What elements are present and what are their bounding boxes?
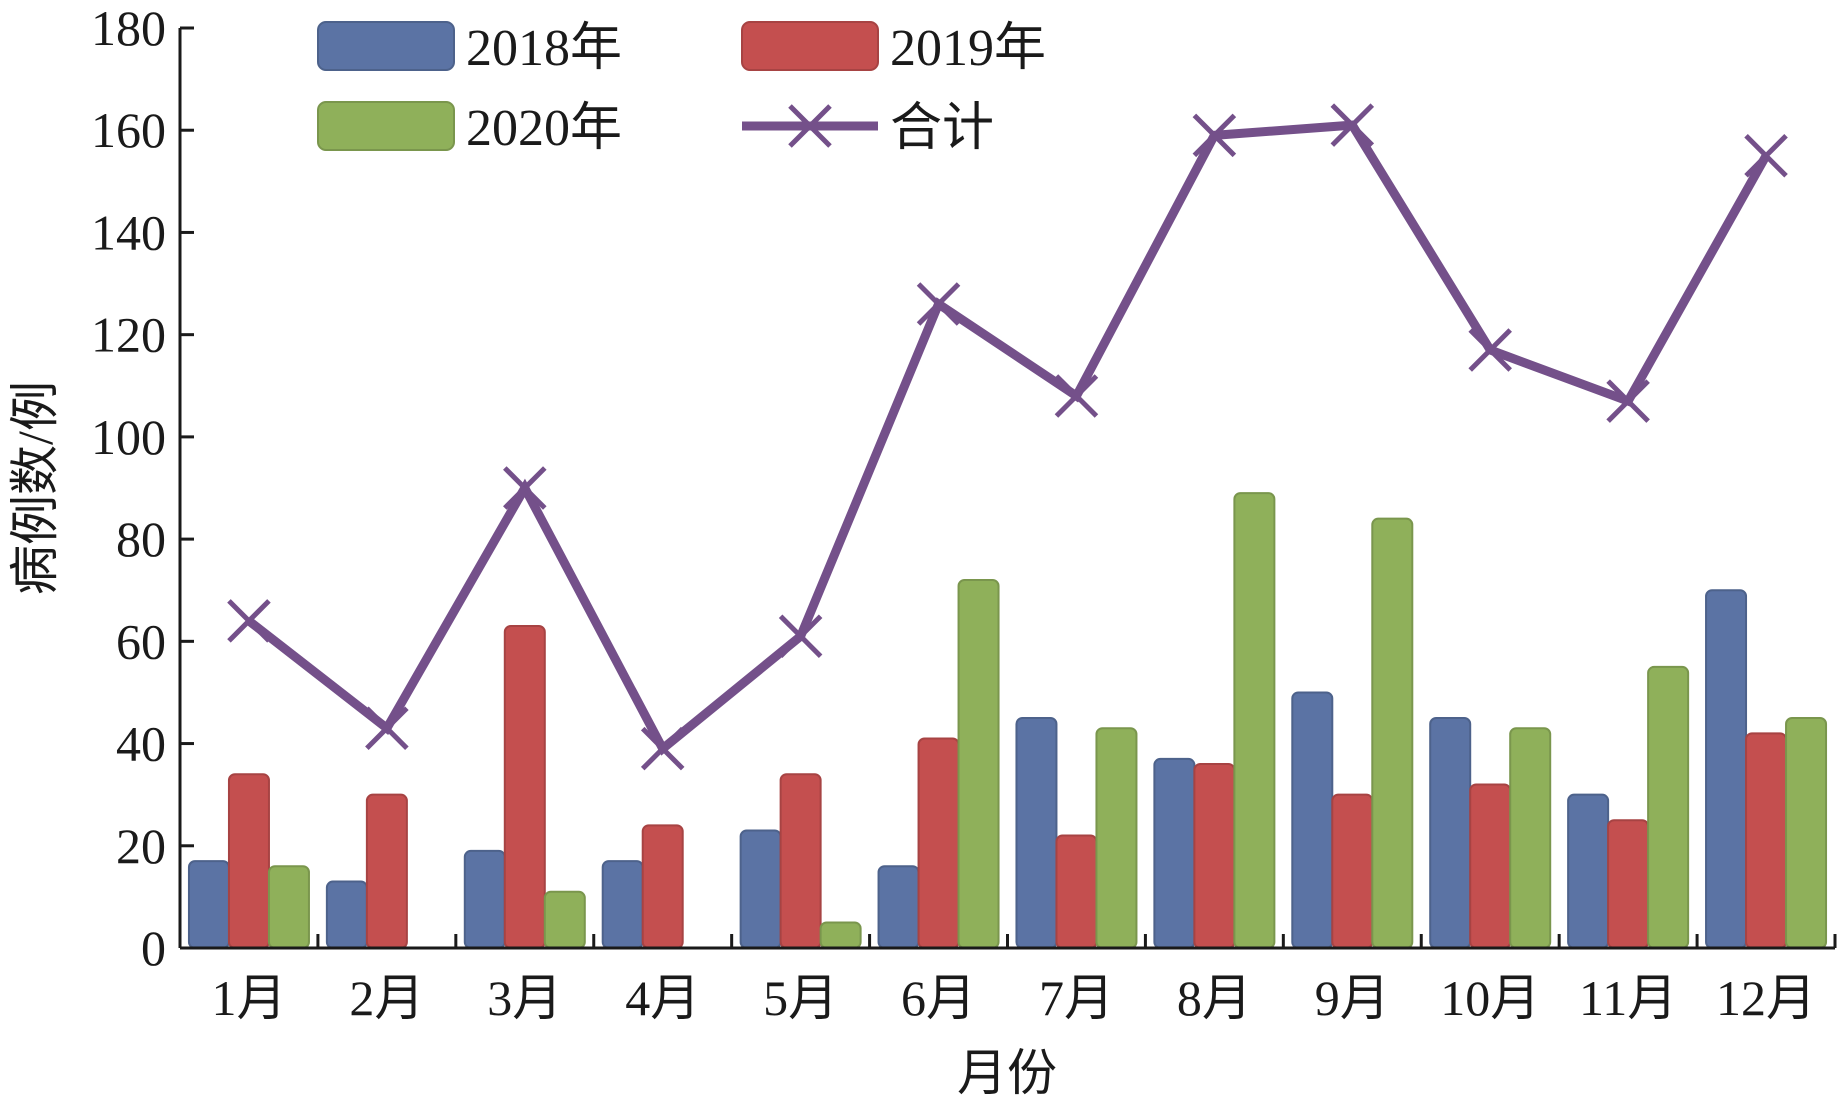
total-marker-9月 — [1330, 103, 1375, 147]
bar-2018年-1月 — [187, 860, 230, 949]
total-marker-11月 — [1606, 379, 1650, 423]
y-axis-title: 病例数/例 — [7, 381, 63, 595]
legend-label: 2019年 — [890, 20, 1046, 77]
x-tick-label: 2月 — [349, 970, 424, 1026]
total-marker-7月 — [1054, 374, 1099, 418]
total-line — [246, 120, 1770, 756]
x-tick-label: 10月 — [1440, 970, 1540, 1026]
bar-2019年-6月 — [917, 737, 960, 950]
y-tick-label: 0 — [141, 920, 166, 976]
legend-item-2019年: 2019年 — [741, 20, 1046, 77]
x-axis-title: 月份 — [957, 1045, 1057, 1101]
bar-2020年-9月 — [1371, 517, 1414, 950]
total-marker-6月 — [916, 282, 961, 326]
x-tick-label: 3月 — [487, 970, 562, 1026]
legend-item-2020年: 2020年 — [317, 100, 622, 157]
bar-2019年-4月 — [641, 824, 684, 949]
bar-2018年-3月 — [463, 849, 506, 950]
bar-2019年-7月 — [1055, 834, 1098, 949]
total-marker-2月 — [365, 706, 409, 750]
legend-label: 2020年 — [466, 100, 622, 157]
total-marker-3月 — [503, 466, 547, 510]
total-marker-10月 — [1468, 328, 1512, 372]
x-tick-label: 6月 — [901, 970, 976, 1026]
bar-2018年-5月 — [739, 829, 782, 950]
plot-area — [187, 103, 1828, 950]
y-tick-label: 40 — [116, 716, 166, 772]
bar-2018年-6月 — [877, 865, 920, 950]
bar-2019年-2月 — [365, 793, 408, 950]
total-marker-5月 — [778, 614, 823, 658]
bars-group — [187, 492, 1828, 950]
bar-2019年-12月 — [1745, 732, 1788, 949]
bar-2018年-7月 — [1015, 717, 1058, 949]
y-tick-label: 160 — [91, 102, 166, 158]
x-tick-label: 1月 — [211, 970, 286, 1026]
legend-item-2018年: 2018年 — [317, 20, 622, 77]
total-marker-12月 — [1744, 134, 1788, 178]
bar-2020年-6月 — [957, 579, 1000, 949]
total-line-group — [227, 103, 1788, 771]
y-ticks: 0 20 40 60 80 100 120 140 160 180 — [91, 0, 194, 976]
bar-2018年-9月 — [1291, 691, 1334, 950]
bar-2018年-10月 — [1429, 717, 1472, 949]
bar-2019年-11月 — [1607, 819, 1650, 950]
x-tick-label: 8月 — [1177, 970, 1252, 1026]
bar-2020年-12月 — [1785, 717, 1828, 949]
bar-2019年-1月 — [227, 773, 270, 949]
bar-2020年-10月 — [1509, 727, 1552, 949]
bar-2019年-8月 — [1193, 763, 1236, 949]
y-tick-label: 80 — [116, 511, 166, 567]
x-ticks: 1月 2月 3月 4月 5月 6月 7月 8月 9月 10月 11月 12月 — [178, 934, 1837, 1026]
bar-2019年-10月 — [1469, 783, 1512, 950]
total-marker-4月 — [640, 726, 685, 771]
total-marker-1月 — [227, 599, 271, 643]
total-marker-8月 — [1192, 113, 1237, 158]
legend-swatch — [741, 21, 879, 71]
bar-2018年-8月 — [1153, 757, 1196, 950]
x-tick-label: 4月 — [625, 970, 700, 1026]
y-tick-label: 60 — [116, 613, 166, 669]
bar-2020年-8月 — [1233, 492, 1276, 949]
y-tick-label: 140 — [91, 204, 166, 260]
bar-2018年-4月 — [601, 860, 644, 949]
bar-2019年-3月 — [503, 625, 546, 949]
bar-2018年-2月 — [325, 880, 368, 949]
x-tick-label: 5月 — [763, 970, 838, 1026]
legend-swatch — [317, 21, 455, 71]
y-tick-label: 120 — [91, 307, 166, 363]
legend: 2018年 2019年 2020年 合计 — [317, 20, 1046, 157]
bar-2020年-11月 — [1647, 665, 1690, 950]
x-tick-label: 12月 — [1716, 970, 1816, 1026]
x-tick-label: 7月 — [1039, 970, 1114, 1026]
legend-item-合计: 合计 — [742, 100, 994, 157]
bar-2020年-7月 — [1095, 727, 1138, 949]
axes: 0 20 40 60 80 100 120 140 160 180 1月 2月 3月 4月 5月 6月 7月 8… — [91, 0, 1837, 1026]
bar-2020年-1月 — [267, 865, 310, 950]
legend-label: 2018年 — [466, 20, 622, 77]
bar-2020年-3月 — [543, 890, 586, 949]
bar-2018年-11月 — [1567, 793, 1610, 950]
legend-label: 合计 — [890, 100, 994, 157]
y-tick-label: 100 — [91, 409, 166, 465]
legend-swatch — [317, 101, 455, 151]
bar-2018年-12月 — [1705, 589, 1748, 949]
bar-2019年-9月 — [1331, 793, 1374, 950]
x-tick-label: 9月 — [1315, 970, 1390, 1026]
legend-swatch — [742, 104, 878, 148]
x-tick-label: 11月 — [1579, 970, 1677, 1026]
y-tick-label: 20 — [116, 818, 166, 874]
y-tick-label: 180 — [91, 0, 166, 56]
bar-2020年-5月 — [819, 921, 862, 950]
bar-2019年-5月 — [779, 773, 822, 949]
